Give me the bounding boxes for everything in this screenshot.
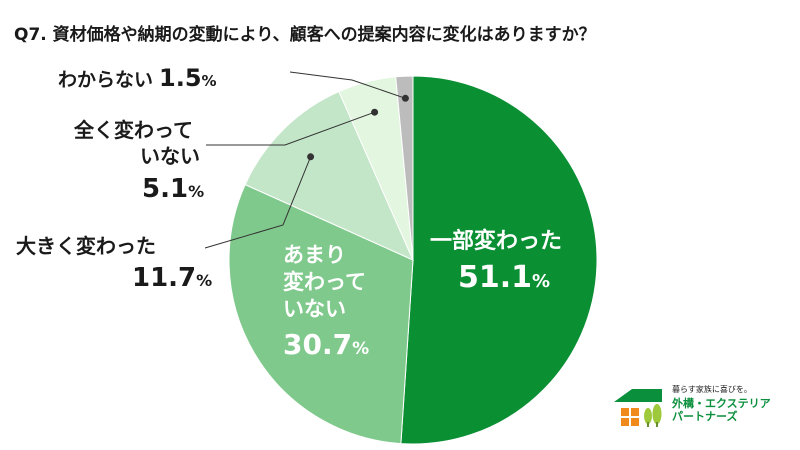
leader-line-5 <box>289 71 406 99</box>
label-amari-line1: あまり <box>283 243 346 267</box>
leader-line-3 <box>204 156 312 249</box>
label-ichibu-name: 一部変わった <box>430 228 562 254</box>
chart-title: Q7. 資材価格や納期の変動により、顧客への提案内容に変化はありますか？ <box>14 24 596 45</box>
pie-slice-3 <box>244 90 414 261</box>
label-wakaranai-unit: % <box>202 72 217 90</box>
brand-tagline: 暮らす家族に喜びを。 <box>672 385 752 394</box>
leader-line-4 <box>206 111 375 146</box>
label-wakaranai-text: わからない 1.5% <box>58 64 217 92</box>
label-wakaranai: わからない 1.5% <box>58 64 217 92</box>
label-amari-unit: % <box>352 339 369 359</box>
leader-lines <box>204 71 409 249</box>
label-amari-value-text: 30.7% <box>283 328 369 361</box>
label-ichibu: 一部変わった 51.1% <box>430 228 562 295</box>
label-ichibu-value: 51.1 <box>458 260 532 295</box>
label-mattaku-value-text: 5.1% <box>142 174 204 204</box>
brand-name: 外構・エクステリア パートナーズ <box>672 397 771 423</box>
label-ookiku-name: 大きく変わった <box>16 234 156 258</box>
label-mattaku-unit: % <box>188 182 204 201</box>
brand-logo: 暮らす家族に喜びを。 外構・エクステリア パートナーズ <box>612 382 782 428</box>
pie-slice-5 <box>395 75 414 261</box>
label-wakaranai-value: 1.5 <box>159 64 202 92</box>
label-amari-line2: 変わって <box>283 270 366 294</box>
label-amari-line3: いない <box>283 297 346 321</box>
label-amari: あまり 変わって いない 30.7% <box>283 243 369 361</box>
label-mattaku-line1: 全く変わって <box>73 118 193 142</box>
pie-slice-1 <box>400 75 598 445</box>
label-ookiku-value: 11.7 <box>132 263 196 293</box>
label-ookiku-value-text: 11.7% <box>132 263 212 293</box>
label-mattaku: 全く変わって いない 5.1% <box>73 118 204 204</box>
brand-name-line2: パートナーズ <box>672 410 738 423</box>
brand-name-line1: 外構・エクステリア <box>672 397 771 410</box>
house-trees-icon <box>614 389 662 427</box>
pie-slice-2 <box>228 183 414 445</box>
label-ookiku-unit: % <box>196 271 212 290</box>
label-ookiku: 大きく変わった 11.7% <box>16 234 212 293</box>
label-wakaranai-name: わからない <box>58 69 153 91</box>
label-amari-value: 30.7 <box>283 328 352 361</box>
label-ichibu-value-text: 51.1% <box>458 260 550 295</box>
label-mattaku-line2: いない <box>140 144 200 168</box>
pie-slices <box>228 75 598 445</box>
label-mattaku-value: 5.1 <box>142 174 188 204</box>
label-ichibu-unit: % <box>532 271 550 292</box>
